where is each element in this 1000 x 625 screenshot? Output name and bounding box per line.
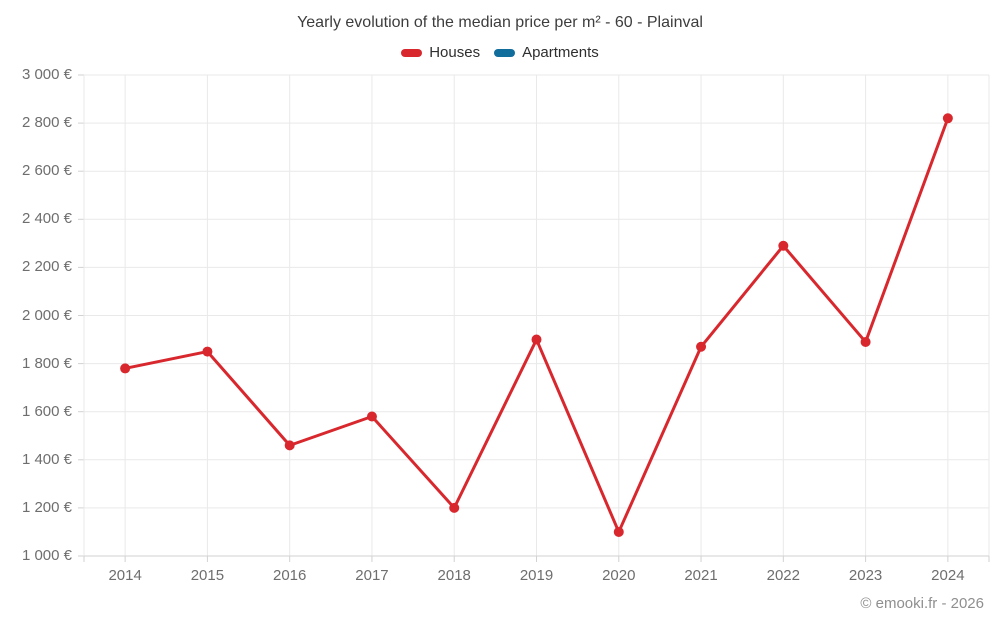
y-axis-label: 1 600 € [21, 402, 72, 420]
x-axis-label: 2015 [190, 567, 225, 584]
data-point-houses-2016[interactable] [284, 440, 295, 451]
data-point-houses-2015[interactable] [202, 346, 213, 357]
data-point-houses-2024[interactable] [942, 113, 953, 124]
x-axis-label: 2022 [766, 567, 800, 584]
data-point-houses-2020[interactable] [613, 526, 624, 537]
legend-item-houses[interactable]: Houses [401, 44, 480, 61]
y-axis-label: 3 000 € [21, 66, 72, 83]
x-axis-label: 2024 [931, 567, 965, 584]
x-axis-label: 2018 [437, 567, 471, 584]
y-axis-label: 1 200 € [21, 498, 72, 516]
y-axis-label: 2 000 € [21, 306, 72, 324]
x-axis-label: 2014 [108, 567, 142, 584]
x-axis-label: 2017 [355, 567, 389, 584]
copyright: © emooki.fr - 2026 [860, 595, 984, 612]
houses-series-swatch [401, 48, 423, 57]
legend-label-houses: Houses [429, 44, 481, 61]
legend: Houses Apartments [0, 44, 1000, 61]
data-point-houses-2019[interactable] [531, 334, 542, 345]
y-axis-label: 2 400 € [21, 210, 72, 228]
legend-item-apartments[interactable]: Apartments [494, 44, 599, 61]
apartments-series-swatch [494, 48, 516, 57]
x-axis-label: 2016 [272, 567, 307, 584]
data-point-houses-2022[interactable] [778, 240, 789, 251]
x-axis-label: 2020 [602, 567, 636, 584]
y-axis-label: 1 800 € [21, 354, 72, 372]
data-point-houses-2021[interactable] [696, 341, 707, 352]
data-point-houses-2017[interactable] [366, 411, 377, 422]
y-axis-label: 1 400 € [21, 450, 72, 468]
x-axis-label: 2019 [519, 567, 554, 584]
legend-label-apartments: Apartments [522, 44, 599, 61]
data-point-houses-2018[interactable] [449, 502, 460, 513]
chart-title: Yearly evolution of the median price per… [297, 14, 703, 31]
data-point-houses-2023[interactable] [860, 336, 871, 347]
y-axis-label: 1 000 € [21, 547, 72, 564]
data-point-houses-2014[interactable] [120, 363, 131, 374]
x-axis-label: 2023 [848, 567, 883, 584]
x-axis-label: 2021 [684, 567, 718, 584]
y-axis-label: 2 800 € [21, 114, 72, 132]
y-axis-label: 2 600 € [21, 162, 72, 180]
y-axis-label: 2 200 € [21, 258, 72, 276]
